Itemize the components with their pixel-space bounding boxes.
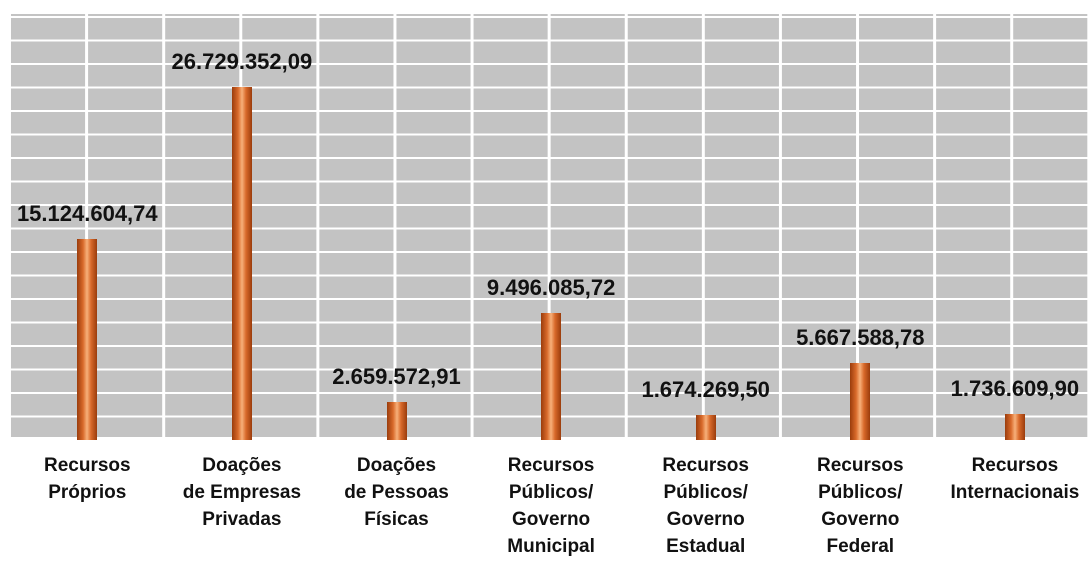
value-label: 26.729.352,09 (171, 49, 313, 74)
x-tick-label: Recursos Públicos/ Governo Estadual (662, 455, 749, 557)
bar (77, 238, 98, 440)
x-tick-label: Doações de Empresas Privadas (182, 455, 302, 530)
value-label: 9.496.085,72 (486, 274, 616, 300)
bar (850, 362, 871, 440)
value-label: 2.659.572,91 (332, 364, 461, 390)
x-tick-label: Recursos Próprios (43, 455, 131, 503)
value-label: 1.736.609,90 (950, 376, 1080, 402)
bar (695, 415, 716, 440)
bar (386, 402, 407, 440)
x-tick-label: Recursos Internacionais (950, 455, 1080, 503)
bar (1004, 414, 1025, 440)
value-label: 1.674.269,50 (641, 377, 770, 403)
x-tick-label: Recursos Públicos/ Governo Federal (816, 455, 904, 557)
x-tick-label: Recursos Públicos/ Governo Municipal (507, 455, 595, 557)
plot-area (10, 14, 1089, 437)
x-tick-label: Doações de Pessoas Físicas (344, 455, 449, 530)
bar (231, 87, 252, 440)
bar (541, 312, 562, 440)
value-label: 5.667.588,78 (796, 324, 925, 350)
value-label: 15.124.604,74 (16, 200, 158, 226)
